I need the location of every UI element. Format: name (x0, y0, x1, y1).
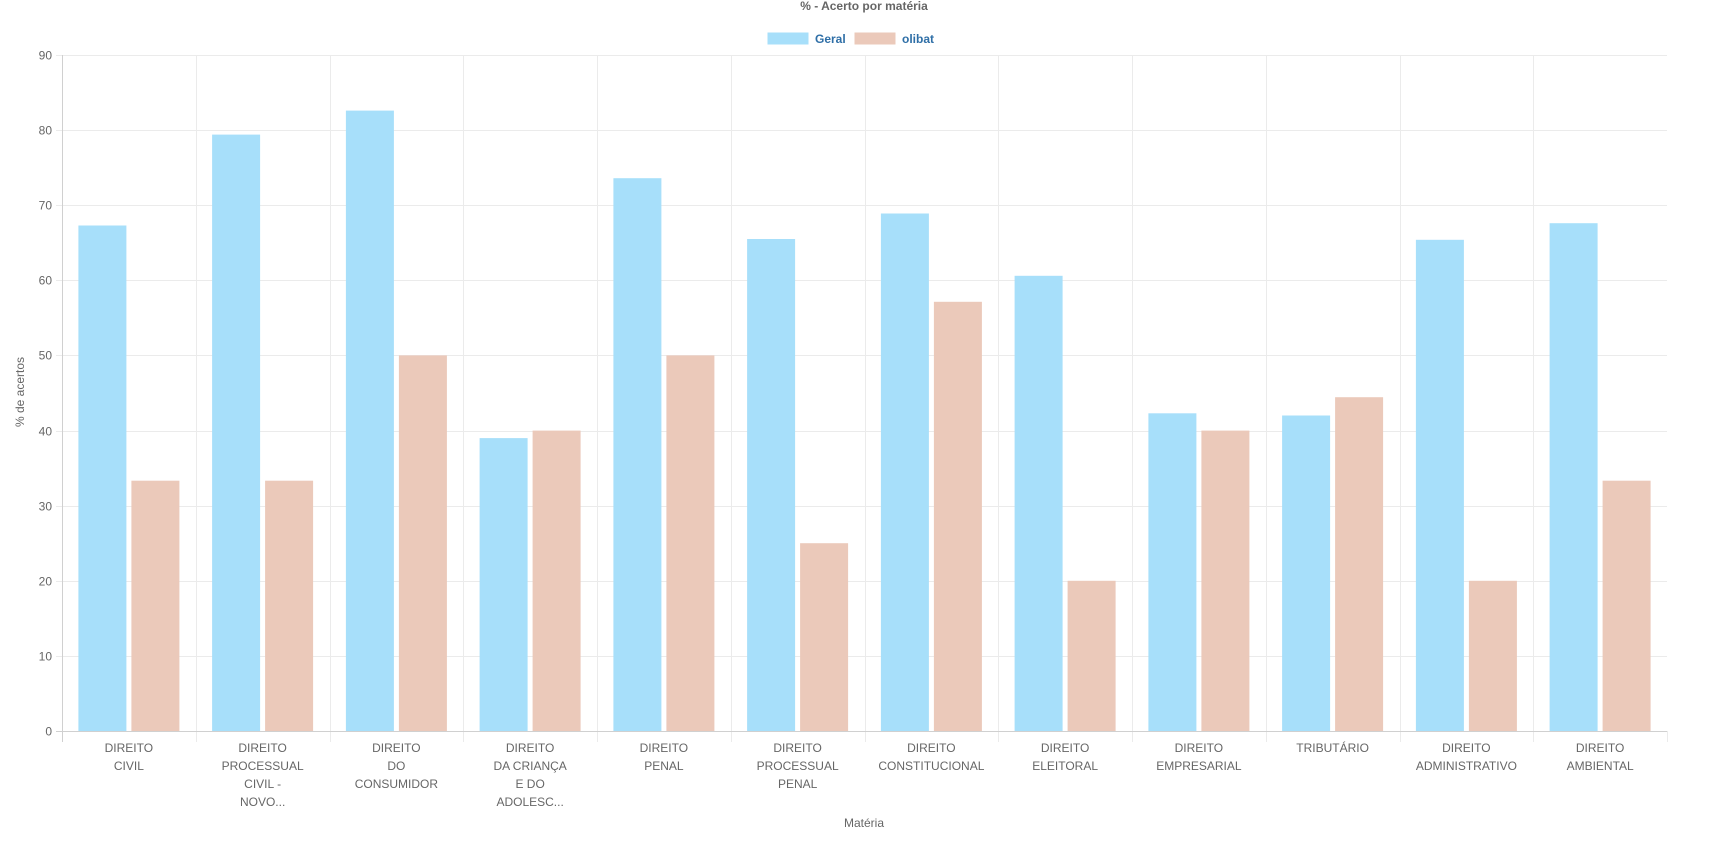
bar-geral-3[interactable] (479, 438, 528, 731)
y-tick-label: 10 (39, 650, 53, 664)
y-tick-label: 90 (39, 49, 53, 63)
x-tick-label-line: PROCESSUAL (222, 759, 304, 773)
bar-geral-6[interactable] (880, 213, 929, 732)
bar-olibat-2[interactable] (398, 355, 447, 731)
x-tick-label-line: DIREITO (1041, 741, 1089, 755)
x-tick-label-line: DO (387, 759, 405, 773)
x-tick-label-line: DIREITO (105, 741, 153, 755)
x-tick-label: DIREITO PENAL (640, 741, 688, 773)
x-tick-label-line: DIREITO (506, 741, 554, 755)
y-tick-label: 60 (39, 274, 53, 288)
x-tick-label: DIREITO PROCESSUAL CIVIL - NOVO... (222, 741, 304, 809)
x-axis-title: Matéria (844, 816, 884, 830)
bar-olibat-8[interactable] (1201, 430, 1250, 731)
x-tick-label-line: DIREITO (907, 741, 955, 755)
bar-olibat-1[interactable] (265, 480, 314, 731)
x-tick-label-line: AMBIENTAL (1567, 759, 1634, 773)
x-tick-label-line: DIREITO (640, 741, 688, 755)
x-tick-labels: DIREITO CIVIL DIREITO PROCESSUAL CIVIL - NOVO… (105, 740, 1634, 809)
bar-geral-1[interactable] (212, 134, 261, 732)
legend-swatch-geral[interactable] (767, 32, 809, 45)
bar-geral-9[interactable] (1282, 415, 1331, 732)
bar-geral-0[interactable] (78, 225, 127, 732)
grid (56, 55, 1668, 742)
bar-geral-2[interactable] (345, 110, 394, 732)
x-tick-label-line: CONSTITUCIONAL (878, 759, 984, 773)
y-axis-title: % de acertos (13, 357, 27, 427)
x-tick-label-line: DIREITO (773, 741, 821, 755)
legend-swatch-olibat[interactable] (854, 32, 896, 45)
x-tick-label: DIREITO EMPRESARIAL (1156, 741, 1242, 773)
bar-olibat-9[interactable] (1335, 397, 1384, 731)
bar-geral-8[interactable] (1148, 413, 1197, 731)
x-tick-label-line: PROCESSUAL (757, 759, 839, 773)
y-tick-label: 50 (39, 349, 53, 363)
bar-olibat-6[interactable] (933, 301, 982, 731)
x-tick-label-line: ADMINISTRATIVO (1416, 759, 1517, 773)
x-tick-label: DIREITO DO CONSUMIDOR (355, 741, 439, 791)
x-tick-label: DIREITO AMBIENTAL (1567, 741, 1634, 773)
bar-olibat-0[interactable] (131, 480, 180, 731)
y-tick-label: 20 (39, 575, 53, 589)
bar-geral-4[interactable] (613, 178, 662, 731)
x-tick-label: DIREITO ELEITORAL (1032, 741, 1098, 773)
x-tick-label: DIREITO ADMINISTRATIVO (1416, 741, 1517, 773)
bars (78, 110, 1651, 732)
x-tick-label-line: DIREITO (1576, 741, 1624, 755)
x-tick-label-line: EMPRESARIAL (1156, 759, 1242, 773)
bar-olibat-7[interactable] (1067, 580, 1116, 731)
y-tick-label: 0 (45, 725, 52, 739)
x-tick-label-line: PENAL (778, 777, 818, 791)
bar-olibat-11[interactable] (1602, 480, 1651, 731)
bar-geral-11[interactable] (1549, 223, 1598, 731)
y-tick-label: 70 (39, 199, 53, 213)
chart-title: % - Acerto por matéria (800, 0, 928, 13)
bar-geral-10[interactable] (1415, 239, 1464, 732)
x-tick-label: DIREITO PROCESSUAL PENAL (757, 741, 839, 791)
x-tick-label-line: ELEITORAL (1032, 759, 1098, 773)
x-tick-label: DIREITO CONSTITUCIONAL (878, 741, 984, 773)
x-tick-label-line: DIREITO (1442, 741, 1490, 755)
y-tick-label: 40 (39, 425, 53, 439)
x-tick-label-line: ADOLESC... (496, 795, 563, 809)
legend: Geral olibat (767, 32, 934, 46)
x-tick-label-line: DIREITO (238, 741, 286, 755)
axes (56, 55, 1667, 742)
x-tick-label-line: TRIBUTÁRIO (1296, 740, 1369, 755)
legend-label-geral[interactable]: Geral (815, 32, 846, 46)
x-tick-label-line: CIVIL (114, 759, 144, 773)
x-tick-label-line: NOVO... (240, 795, 285, 809)
bar-olibat-4[interactable] (666, 355, 715, 731)
bar-olibat-10[interactable] (1468, 580, 1517, 731)
x-tick-label: TRIBUTÁRIO (1296, 740, 1369, 755)
x-tick-label-line: E DO (515, 777, 544, 791)
bar-geral-5[interactable] (747, 239, 796, 731)
x-tick-label: DIREITO CIVIL (105, 741, 153, 773)
y-tick-label: 80 (39, 124, 53, 138)
y-tick-label: 30 (39, 500, 53, 514)
bar-olibat-3[interactable] (532, 430, 581, 731)
bar-geral-7[interactable] (1014, 275, 1063, 731)
bar-olibat-5[interactable] (800, 543, 849, 731)
x-tick-label: DIREITO DA CRIANÇA E DO ADOLESC... (493, 741, 566, 809)
y-tick-labels: 0 10 20 30 40 50 60 70 80 90 (39, 49, 53, 739)
x-tick-label-line: CIVIL - (244, 777, 281, 791)
legend-label-olibat[interactable]: olibat (902, 32, 934, 46)
x-tick-label-line: PENAL (644, 759, 684, 773)
x-tick-label-line: DIREITO (1175, 741, 1223, 755)
x-tick-label-line: DA CRIANÇA (493, 759, 566, 773)
x-tick-label-line: DIREITO (372, 741, 420, 755)
x-tick-label-line: CONSUMIDOR (355, 777, 439, 791)
